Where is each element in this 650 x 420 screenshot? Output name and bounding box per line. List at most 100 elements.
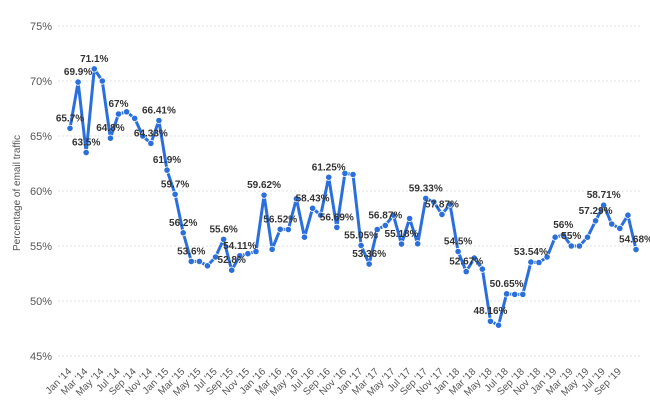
data-label: 55.6% bbox=[209, 224, 237, 235]
data-point[interactable] bbox=[171, 190, 179, 198]
data-point[interactable] bbox=[511, 290, 519, 298]
data-point[interactable] bbox=[616, 224, 624, 232]
data-label: 58.43% bbox=[296, 193, 330, 204]
data-point[interactable] bbox=[244, 250, 252, 258]
data-point[interactable] bbox=[147, 139, 155, 147]
data-point[interactable] bbox=[478, 265, 486, 273]
data-point[interactable] bbox=[252, 247, 260, 256]
data-point[interactable] bbox=[567, 242, 575, 250]
data-point[interactable] bbox=[317, 211, 325, 219]
data-point[interactable] bbox=[187, 257, 195, 265]
data-point[interactable] bbox=[470, 254, 478, 262]
data-label: 54.11% bbox=[223, 241, 256, 252]
data-point[interactable] bbox=[74, 78, 82, 86]
data-label: 59.33% bbox=[409, 183, 443, 194]
data-point[interactable] bbox=[446, 200, 454, 208]
data-label: 58.71% bbox=[587, 190, 621, 201]
data-point[interactable] bbox=[220, 235, 228, 243]
data-point[interactable] bbox=[591, 217, 600, 225]
data-point[interactable] bbox=[486, 317, 495, 325]
y-tick-label: 55% bbox=[30, 241, 52, 253]
data-point[interactable] bbox=[462, 268, 470, 276]
data-point[interactable] bbox=[268, 245, 276, 253]
data-label: 59.7% bbox=[161, 179, 189, 190]
data-point[interactable] bbox=[284, 225, 292, 234]
data-point[interactable] bbox=[575, 242, 584, 250]
data-point[interactable] bbox=[527, 258, 535, 266]
data-point[interactable] bbox=[559, 231, 567, 239]
data-point[interactable] bbox=[341, 169, 349, 177]
grid-lines bbox=[58, 25, 640, 357]
data-label: 56.2% bbox=[169, 218, 197, 229]
data-label: 63.5% bbox=[72, 138, 100, 149]
data-label: 65.7% bbox=[56, 113, 84, 124]
data-point[interactable] bbox=[139, 132, 147, 140]
data-point[interactable] bbox=[357, 241, 365, 250]
data-point[interactable] bbox=[236, 252, 244, 260]
data-point[interactable] bbox=[454, 247, 462, 256]
data-point[interactable] bbox=[397, 240, 406, 248]
data-label: 66.41% bbox=[142, 105, 176, 116]
data-point[interactable] bbox=[349, 170, 357, 179]
data-point[interactable] bbox=[98, 77, 106, 85]
data-point[interactable] bbox=[405, 214, 414, 223]
data-point[interactable] bbox=[422, 194, 430, 202]
data-point[interactable] bbox=[66, 124, 74, 132]
y-tick-label: 60% bbox=[30, 186, 52, 198]
data-point[interactable] bbox=[179, 229, 187, 237]
data-label: 69.9% bbox=[64, 67, 92, 78]
data-point[interactable] bbox=[373, 225, 381, 234]
data-point[interactable] bbox=[131, 114, 139, 123]
data-point[interactable] bbox=[381, 221, 389, 230]
data-point[interactable] bbox=[600, 201, 608, 209]
data-point[interactable] bbox=[292, 195, 300, 203]
data-point[interactable] bbox=[535, 258, 543, 267]
data-point[interactable] bbox=[276, 225, 284, 233]
data-point[interactable] bbox=[228, 266, 236, 274]
data-point[interactable] bbox=[123, 108, 131, 116]
y-axis-ticks: 45% 50% 55% 60% 65% 70% 75% bbox=[30, 21, 52, 363]
data-point[interactable] bbox=[114, 110, 123, 118]
data-point[interactable] bbox=[163, 166, 171, 174]
data-label: 53.36% bbox=[352, 249, 386, 260]
y-axis-title: Percentage of email traffic bbox=[12, 135, 23, 251]
data-point[interactable] bbox=[414, 240, 422, 248]
data-point[interactable] bbox=[438, 210, 446, 219]
data-point[interactable] bbox=[503, 290, 511, 298]
data-point[interactable] bbox=[195, 257, 203, 265]
data-label: 71.1% bbox=[80, 54, 108, 65]
data-point[interactable] bbox=[90, 65, 98, 73]
y-tick-label: 50% bbox=[30, 296, 52, 308]
data-point[interactable] bbox=[519, 290, 527, 298]
data-point[interactable] bbox=[300, 233, 309, 241]
data-label: 55% bbox=[561, 231, 581, 242]
data-point[interactable] bbox=[82, 148, 90, 157]
data-point[interactable] bbox=[365, 260, 373, 268]
data-point[interactable] bbox=[608, 220, 616, 228]
data-point[interactable] bbox=[583, 233, 592, 241]
data-point[interactable] bbox=[333, 223, 341, 232]
data-label: 59.62% bbox=[247, 180, 281, 191]
data-label: 61.25% bbox=[312, 162, 346, 173]
data-point[interactable] bbox=[389, 211, 398, 219]
data-point[interactable] bbox=[211, 253, 220, 261]
y-tick-label: 75% bbox=[30, 21, 52, 33]
data-point[interactable] bbox=[543, 253, 551, 261]
data-point[interactable] bbox=[106, 134, 115, 142]
data-point[interactable] bbox=[494, 321, 503, 329]
data-point[interactable] bbox=[624, 211, 632, 219]
data-label: 61.9% bbox=[153, 155, 181, 166]
data-point[interactable] bbox=[325, 173, 333, 181]
data-label: 50.65% bbox=[490, 279, 524, 290]
y-tick-label: 65% bbox=[30, 131, 52, 143]
data-label: 56% bbox=[553, 220, 573, 231]
data-point[interactable] bbox=[551, 233, 559, 241]
data-point[interactable] bbox=[430, 198, 438, 206]
data-point[interactable] bbox=[155, 116, 163, 125]
data-point[interactable] bbox=[203, 262, 212, 270]
data-point[interactable] bbox=[308, 204, 317, 212]
data-point[interactable] bbox=[260, 191, 268, 199]
data-label: 64.33% bbox=[134, 128, 168, 139]
data-point[interactable] bbox=[632, 245, 640, 254]
